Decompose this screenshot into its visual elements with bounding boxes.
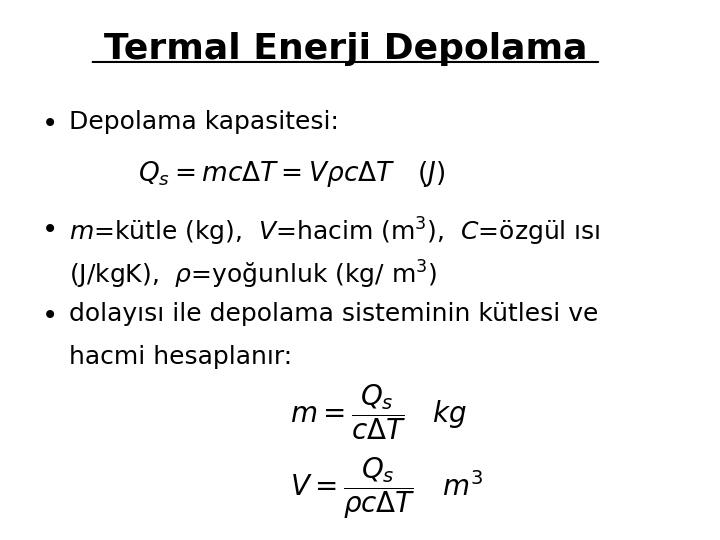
Text: •: • bbox=[42, 215, 58, 244]
Text: $Q_s = mc\Delta T = V\rho c\Delta T \quad (J)$: $Q_s = mc\Delta T = V\rho c\Delta T \qua… bbox=[138, 159, 446, 189]
Text: hacmi hesaplanır:: hacmi hesaplanır: bbox=[69, 345, 292, 369]
Text: dolayısı ile depolama sisteminin kütlesi ve: dolayısı ile depolama sisteminin kütlesi… bbox=[69, 302, 598, 326]
Text: Depolama kapasitesi:: Depolama kapasitesi: bbox=[69, 111, 339, 134]
Text: (J/kgK),  $\rho$=yoğunluk (kg/ m$^3$): (J/kgK), $\rho$=yoğunluk (kg/ m$^3$) bbox=[69, 259, 437, 291]
Text: •: • bbox=[42, 111, 58, 138]
Text: •: • bbox=[42, 302, 58, 330]
Text: Termal Enerji Depolama: Termal Enerji Depolama bbox=[104, 32, 587, 66]
Text: $V = \dfrac{Q_s}{\rho c\Delta T} \quad m^3$: $V = \dfrac{Q_s}{\rho c\Delta T} \quad m… bbox=[290, 455, 484, 521]
Text: $m = \dfrac{Q_s}{c\Delta T} \quad kg$: $m = \dfrac{Q_s}{c\Delta T} \quad kg$ bbox=[290, 383, 467, 442]
Text: $m$=kütle (kg),  $V$=hacim (m$^3$),  $C$=özgül ısı: $m$=kütle (kg), $V$=hacim (m$^3$), $C$=ö… bbox=[69, 215, 600, 248]
